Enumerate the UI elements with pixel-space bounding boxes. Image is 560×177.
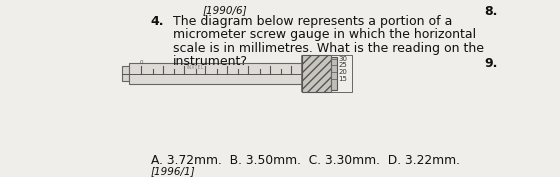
Text: [1990/6]: [1990/6]: [203, 5, 247, 15]
Bar: [331, 57, 337, 90]
Text: The diagram below represents a portion of a: The diagram below represents a portion o…: [173, 15, 452, 28]
Text: 4.: 4.: [151, 15, 165, 28]
Text: 9.: 9.: [485, 57, 498, 70]
Text: scale is in millimetres. What is the reading on the: scale is in millimetres. What is the rea…: [173, 42, 484, 55]
Bar: [122, 66, 129, 81]
Text: 0: 0: [139, 60, 143, 65]
Bar: [302, 55, 331, 92]
Text: 25: 25: [339, 62, 347, 68]
Text: instrument?: instrument?: [173, 55, 248, 68]
Polygon shape: [302, 55, 304, 92]
Text: 30: 30: [339, 56, 348, 62]
Text: 20: 20: [339, 69, 348, 75]
Bar: [331, 55, 352, 92]
Bar: [129, 63, 304, 84]
Text: 15: 15: [339, 76, 348, 82]
Text: INXTEL: INXTEL: [187, 65, 204, 70]
Text: A. 3.72mm.  B. 3.50mm.  C. 3.30mm.  D. 3.22mm.: A. 3.72mm. B. 3.50mm. C. 3.30mm. D. 3.22…: [151, 154, 460, 167]
Text: [1996/1]: [1996/1]: [151, 166, 195, 176]
Text: 8.: 8.: [485, 5, 498, 18]
Text: micrometer screw gauge in which the horizontal: micrometer screw gauge in which the hori…: [173, 28, 477, 41]
